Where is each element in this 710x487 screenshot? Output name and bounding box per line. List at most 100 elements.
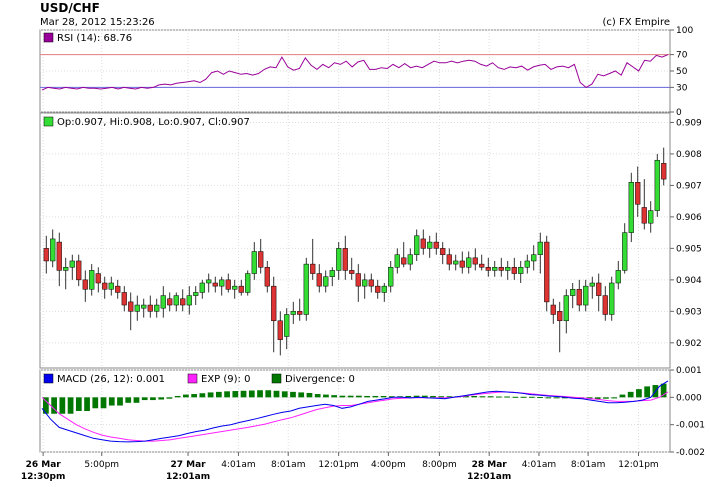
candle: [440, 242, 446, 265]
x-tick-label-sub: 12:30pm: [21, 472, 65, 482]
price-legend: Op:0.907, Hi:0.908, Lo:0.907, Cl:0.907: [57, 117, 250, 128]
candle-body: [141, 304, 147, 309]
candle: [505, 260, 511, 280]
candle: [446, 248, 452, 271]
candle: [102, 276, 108, 299]
candle-body: [511, 267, 517, 274]
x-tick-label: 4:00pm: [371, 460, 406, 470]
divergence-bar: [306, 392, 313, 398]
candle-body: [641, 207, 647, 224]
rsi-panel: 100 70 50 30 0 RSI (14): 68.76: [39, 26, 693, 118]
divergence-bar: [405, 395, 412, 398]
candle: [76, 254, 82, 287]
candle: [459, 251, 465, 274]
candle-body: [544, 241, 550, 303]
candle-body: [290, 311, 296, 315]
candle-body: [180, 298, 186, 306]
candle-body: [245, 273, 251, 293]
candle: [193, 286, 199, 306]
candle-body: [69, 260, 75, 268]
candle: [160, 286, 166, 318]
divergence-bar: [553, 397, 560, 399]
macd-y-tick-label: -0.001: [676, 421, 705, 431]
candle: [303, 257, 309, 321]
candle: [596, 273, 602, 312]
candle: [225, 273, 231, 293]
divergence-bar: [75, 397, 82, 411]
candle: [245, 270, 251, 296]
candle: [180, 289, 186, 312]
candle-body: [147, 304, 153, 312]
macd-y-tick-label: 0.000: [676, 393, 702, 403]
candle-body: [56, 241, 62, 271]
rsi-y-tick-label: 100: [676, 26, 693, 36]
rsi-legend-swatch: [43, 32, 54, 43]
divergence-bar: [92, 397, 99, 409]
candle-body: [375, 285, 381, 293]
candle-body: [368, 279, 374, 287]
candle: [154, 298, 160, 318]
candle: [524, 254, 530, 274]
candle-body: [160, 295, 166, 309]
divergence-bar: [339, 395, 346, 398]
divergence-bar: [183, 394, 189, 398]
candle: [167, 292, 173, 312]
divergence-bar: [240, 390, 247, 398]
x-tick-label: 12:01pm: [618, 460, 658, 470]
candle-body: [108, 282, 114, 290]
candle: [583, 279, 589, 312]
copyright-label: (c) FX Empire: [602, 17, 671, 28]
divergence-bar: [108, 397, 115, 406]
divergence-bar: [487, 396, 494, 398]
chart-title: USD/CHF: [40, 1, 100, 15]
price-y-tick-label: 0.907: [676, 181, 702, 191]
divergence-bar: [512, 396, 519, 398]
divergence-bar: [537, 397, 543, 399]
x-tick-label: 4:01am: [522, 460, 557, 470]
macd-y-tick-label: -0.002: [676, 448, 705, 458]
divergence-bar: [51, 397, 57, 414]
candle: [453, 254, 459, 271]
candle-body: [446, 254, 452, 265]
candle-body: [596, 282, 602, 296]
divergence-bar: [561, 397, 568, 399]
candle: [115, 279, 121, 299]
divergence-bar: [141, 397, 148, 401]
candle: [63, 257, 69, 290]
divergence-bar: [421, 395, 428, 398]
candle-body: [154, 304, 160, 312]
divergence-bar: [347, 395, 354, 398]
candle: [141, 298, 147, 318]
divergence-bar: [100, 397, 107, 409]
price-y-tick-label: 0.904: [676, 276, 702, 286]
candle-body: [297, 311, 303, 315]
candle: [381, 283, 387, 302]
candle-body: [232, 285, 238, 290]
divergence-bar: [273, 390, 280, 398]
candle-body: [550, 304, 556, 315]
candle-body: [173, 295, 179, 306]
candle-body: [251, 251, 257, 274]
candle: [401, 242, 407, 268]
candle: [498, 257, 504, 277]
macd-y-axis: 0.001 0.000 -0.001 -0.002: [670, 366, 705, 458]
candle: [472, 248, 478, 271]
candle-body: [206, 279, 212, 284]
divergence-bar: [215, 391, 222, 398]
x-tick-label: 27 Mar: [170, 460, 206, 470]
divergence-bar: [43, 397, 49, 414]
macd-y-tick-label: 0.001: [676, 366, 702, 376]
price-panel: 0.909 0.908 0.907 0.906 0.905 0.904 0.903 0.902…: [39, 112, 702, 369]
candle-body: [498, 267, 504, 271]
candle-body: [635, 182, 641, 205]
divergence-bar: [380, 395, 387, 398]
divergence-bar: [191, 394, 197, 398]
candle: [544, 235, 550, 312]
candle: [173, 292, 179, 312]
exp-legend: EXP (9): 0: [201, 374, 250, 385]
candle-body: [199, 282, 205, 293]
x-tick-label: 5:00pm: [84, 460, 119, 470]
candle-body: [609, 282, 615, 315]
candle: [342, 235, 348, 280]
candle-body: [388, 267, 394, 287]
